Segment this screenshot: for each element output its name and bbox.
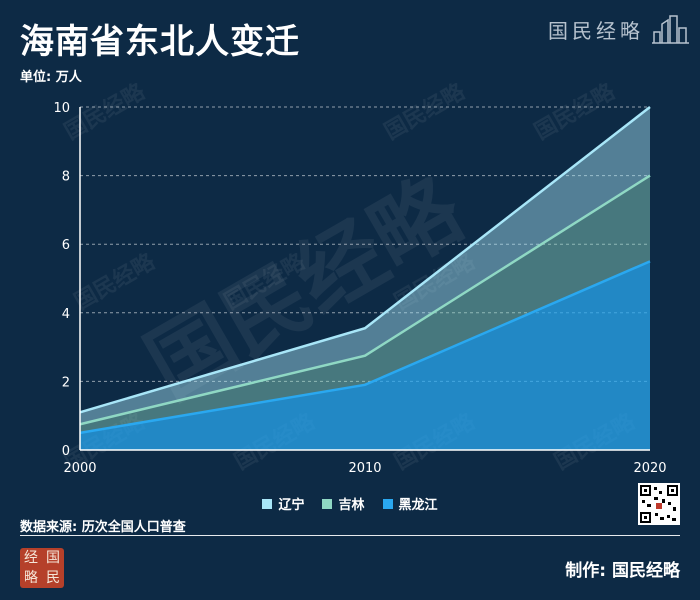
legend-item: 吉林 (322, 494, 365, 513)
watermark-text: 国民经略 (60, 78, 150, 145)
x-tick-label: 2000 (63, 461, 96, 476)
x-tick-labels: 2000 2010 2020 (63, 461, 666, 476)
seal-char: 国 (46, 550, 60, 566)
line-黑龙江 (79, 260, 651, 435)
line-辽宁 (79, 106, 651, 414)
data-source: 数据来源: 历次全国人口普查 (20, 520, 186, 535)
legend-label: 吉林 (338, 498, 365, 513)
legend: 辽宁 吉林 黑龙江 (0, 494, 700, 513)
made-by-label: 制作: 国民经略 (565, 561, 680, 581)
x-tick-label: 2020 (633, 461, 666, 476)
unit-label: 单位: 万人 (20, 70, 82, 85)
y-tick-label: 8 (62, 170, 70, 185)
axes (79, 107, 650, 451)
x-tick-label: 2010 (348, 461, 381, 476)
seal-char: 略 (24, 570, 38, 586)
legend-swatch (382, 498, 393, 509)
area-黑龙江 (80, 261, 650, 450)
y-tick-label: 6 (62, 238, 70, 253)
watermark-text: 国民经略 (380, 78, 470, 145)
footer-divider (20, 535, 680, 536)
chart-title: 海南省东北人变迁 (20, 22, 300, 62)
seal-char: 民 (46, 570, 60, 586)
legend-label: 辽宁 (278, 498, 305, 513)
y-tick-label: 10 (53, 101, 70, 116)
brand-logo: 国民经略 (548, 14, 690, 44)
y-tick-label: 4 (62, 307, 70, 322)
y-tick-labels: 0 2 4 6 8 10 (53, 101, 70, 459)
watermark-text: 国民经略 (530, 78, 620, 145)
legend-label: 黑龙江 (398, 498, 438, 513)
watermark-text: 国民经略 (70, 248, 160, 315)
brand-seal: 经 国 略 民 (20, 548, 64, 588)
series-areas (79, 106, 651, 450)
skyline-icon (652, 15, 689, 44)
brand-name: 国民经略 (548, 18, 644, 43)
qr-code-icon (640, 485, 678, 523)
seal-char: 经 (24, 550, 38, 566)
legend-swatch (322, 498, 333, 509)
legend-item: 黑龙江 (382, 494, 438, 513)
y-tick-label: 0 (62, 444, 70, 459)
y-tick-label: 2 (62, 375, 70, 390)
area-吉林 (80, 175, 650, 433)
legend-item: 辽宁 (262, 494, 304, 513)
legend-swatch (262, 498, 273, 509)
line-吉林 (79, 174, 651, 426)
qr-code[interactable] (638, 483, 680, 525)
